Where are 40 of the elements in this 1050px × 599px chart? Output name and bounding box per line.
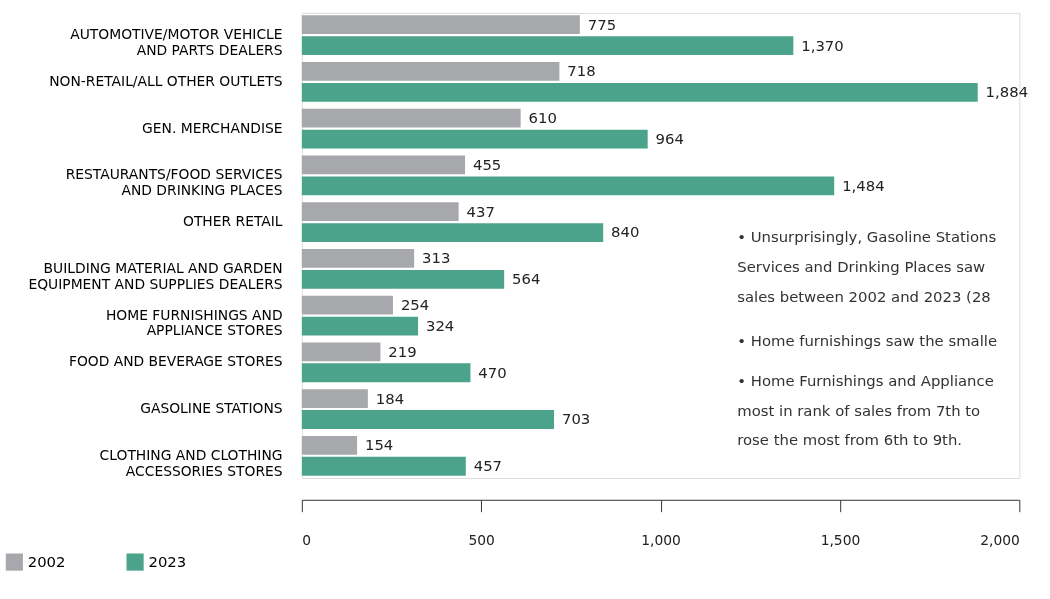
legend-label: 2023 (148, 553, 187, 571)
y-tick-label: FOOD AND BEVERAGE STORES (68, 353, 283, 370)
data-label: 254 (400, 296, 430, 314)
data-label: 1,484 (842, 176, 885, 194)
x-tick-label: 1,000 (641, 531, 681, 548)
data-label: 184 (375, 389, 405, 407)
x-tick-label: 2,000 (980, 531, 1020, 548)
y-tick-label: CLOTHING AND CLOTHING ACCESSORIES STORES (99, 446, 283, 479)
data-label: 457 (473, 457, 503, 475)
data-label: 154 (365, 436, 394, 454)
data-label: 1,884 (985, 83, 1029, 101)
y-tick-label: NON-RETAIL/ALL OTHER OUTLETS (49, 72, 283, 89)
x-tick-label: 500 (468, 531, 495, 548)
y-tick-label: GEN. MERCHANDISE (142, 119, 283, 136)
data-label: 219 (388, 342, 417, 360)
annotation: • Home furnishings saw the smalle (737, 332, 998, 350)
data-label: 324 (425, 316, 455, 334)
data-label: 313 (422, 249, 451, 267)
y-tick-label: HOME FURNISHINGS AND APPLIANCE STORES (105, 306, 283, 339)
y-tick-label: RESTAURANTS/FOOD SERVICES AND DRINKING PLACES (65, 166, 283, 199)
data-label: 775 (587, 15, 617, 33)
annotation: • Unsurprisingly, Gasoline Stations Services and Drinking Places saw sales between 2002 and 2023 (28 (737, 228, 997, 305)
y-tick-label: BUILDING MATERIAL AND GARDEN EQUIPMENT AND SUPPLIES DEALERS (28, 259, 283, 292)
y-tick-label: GASOLINE STATIONS (140, 400, 283, 417)
data-label: 840 (611, 223, 640, 241)
data-label: 470 (478, 363, 507, 381)
data-label: 610 (528, 109, 557, 127)
data-label: 718 (567, 62, 596, 80)
y-tick-label: AUTOMOTIVE/MOTOR VEHICLE AND PARTS DEALERS (70, 26, 283, 58)
data-label: 703 (561, 410, 591, 428)
data-label: 1,370 (801, 36, 844, 54)
x-tick-label: 1,500 (820, 531, 861, 548)
x-tick-label: 0 (302, 531, 312, 548)
annotation: • Home Furnishings and Appliance most in rank of sales from 7th to rose the most from 6th to 9th. (737, 371, 994, 449)
data-label: 564 (512, 270, 541, 288)
data-label: 437 (466, 202, 495, 220)
legend-label: 2002 (27, 553, 66, 571)
data-label: 964 (655, 130, 684, 147)
y-tick-label: OTHER RETAIL (182, 213, 283, 230)
data-label: 455 (472, 155, 502, 173)
